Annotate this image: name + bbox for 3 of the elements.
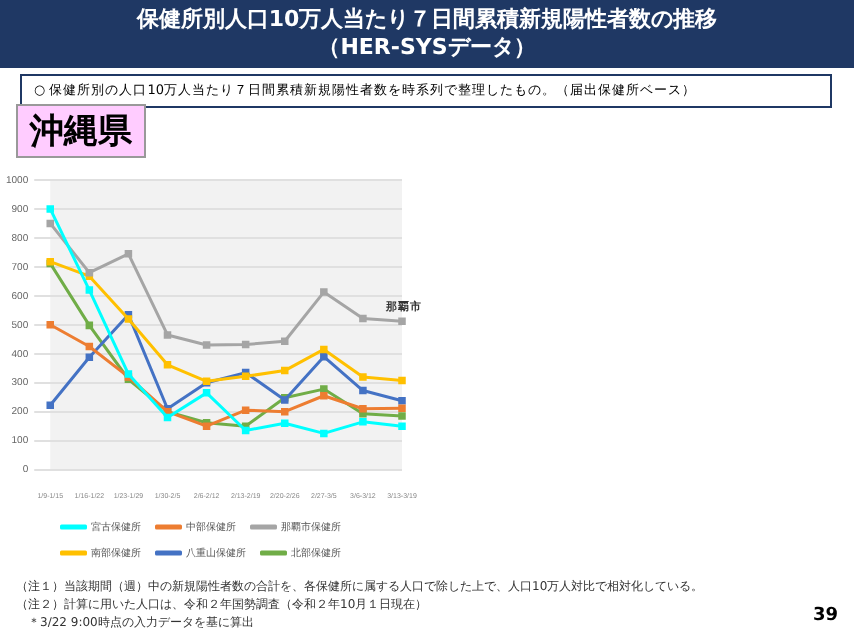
chart-title: 保健所別人口10万人当たり７日間累積新規陽性者数の推移（HER-SYSデータ） [0,0,854,68]
text: 39 [812,606,838,626]
text: 沖縄県 [16,104,146,158]
